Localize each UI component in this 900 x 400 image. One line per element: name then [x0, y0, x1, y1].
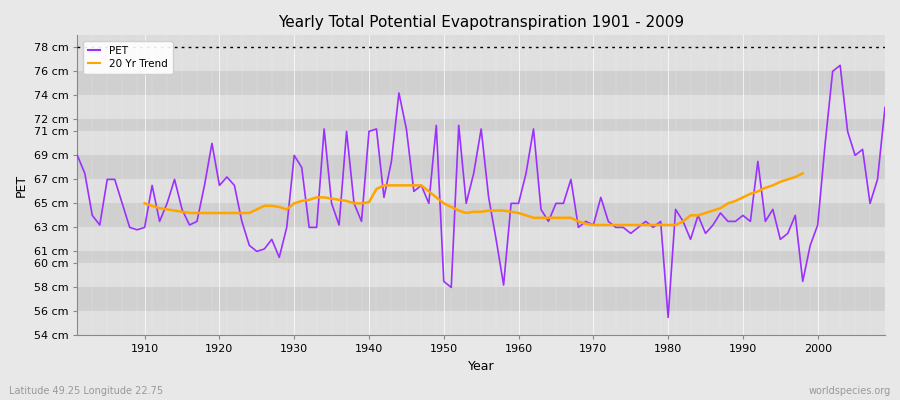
Bar: [77, 131, 885, 155]
Bar: [77, 95, 885, 119]
Bar: [77, 227, 885, 251]
X-axis label: Year: Year: [468, 360, 494, 373]
Text: worldspecies.org: worldspecies.org: [809, 386, 891, 396]
Bar: [77, 312, 885, 336]
Bar: [77, 47, 885, 71]
Bar: [77, 155, 885, 179]
Text: Latitude 49.25 Longitude 22.75: Latitude 49.25 Longitude 22.75: [9, 386, 163, 396]
Legend: PET, 20 Yr Trend: PET, 20 Yr Trend: [83, 40, 173, 74]
Y-axis label: PET: PET: [15, 174, 28, 197]
Bar: [77, 288, 885, 312]
Bar: [77, 71, 885, 95]
Bar: [77, 251, 885, 263]
Bar: [77, 203, 885, 227]
Title: Yearly Total Potential Evapotranspiration 1901 - 2009: Yearly Total Potential Evapotranspiratio…: [278, 15, 684, 30]
Bar: [77, 119, 885, 131]
Bar: [77, 179, 885, 203]
Bar: [77, 263, 885, 288]
